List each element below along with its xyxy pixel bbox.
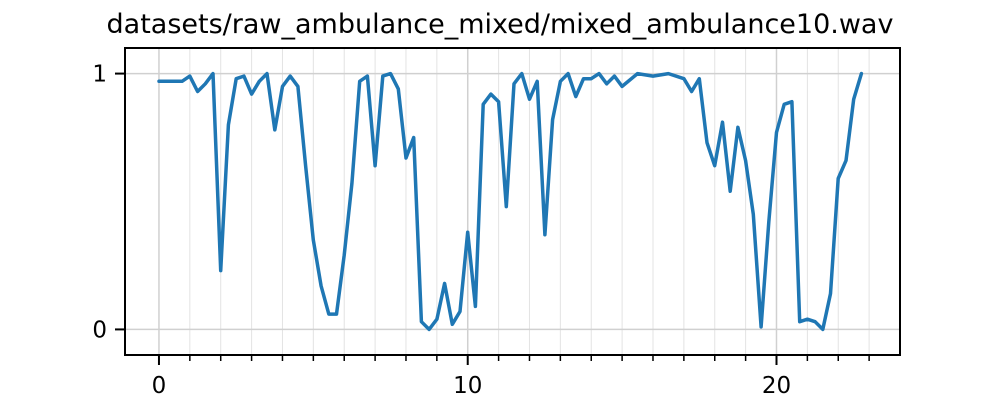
x-tick-label: 0 [152,373,167,399]
x-tick-label: 10 [453,373,482,399]
axes-frame [124,47,901,356]
axis-ticks: 0 10 20 0 1 [92,62,870,399]
plot-area [157,71,864,332]
series-line [157,71,864,332]
x-tick-label: 20 [762,373,791,399]
chart-title: datasets/raw_ambulance_mixed/mixed_ambul… [107,9,894,40]
grid [125,48,900,355]
y-tick-label: 1 [92,62,107,88]
y-tick-label: 0 [92,317,107,343]
